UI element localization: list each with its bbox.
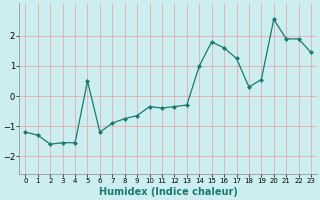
X-axis label: Humidex (Indice chaleur): Humidex (Indice chaleur) (99, 187, 238, 197)
